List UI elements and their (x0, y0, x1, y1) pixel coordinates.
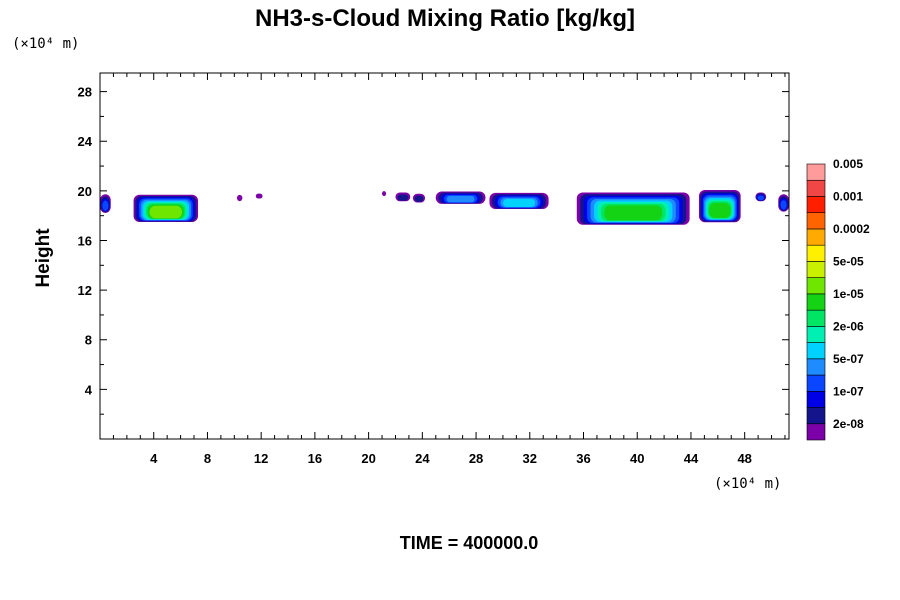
x-tick-label: 24 (415, 451, 430, 466)
colorbar-label: 1e-05 (833, 287, 864, 301)
colorbar-swatch (806, 179, 826, 197)
colorbar-swatch (806, 163, 826, 181)
cloud-shell (446, 195, 475, 203)
colorbar-swatch (806, 326, 826, 343)
colorbar-swatch (806, 244, 826, 262)
x-axis: 4 8 12 16 20 24 28 32 36 40 44 48 (112, 73, 786, 466)
colorbar-swatch (806, 261, 826, 278)
cloud-shell (757, 195, 764, 201)
y-tick-label: 8 (85, 333, 92, 348)
colorbar-swatch (806, 342, 826, 360)
cloud-shell (604, 205, 663, 221)
x-tick-label: 32 (523, 451, 537, 466)
colorbar-swatch (806, 423, 826, 441)
time-label: TIME = 400000.0 (400, 533, 539, 553)
cloud-patch (382, 191, 387, 197)
colorbar-swatch (806, 309, 826, 327)
x-tick-label: 48 (737, 451, 751, 466)
y-axis-unit: (×10⁴ m) (12, 36, 79, 52)
x-tick-label: 16 (308, 451, 322, 466)
cloud-patch (100, 194, 111, 213)
x-axis-unit: (×10⁴ m) (714, 476, 781, 492)
cloud-patch (576, 192, 690, 225)
colorbar-label: 2e-08 (833, 417, 864, 431)
cloud-patch (755, 192, 767, 202)
x-tick-label: 40 (630, 451, 644, 466)
colorbar-label: 5e-07 (833, 352, 864, 366)
y-tick-label: 24 (78, 134, 93, 149)
cloud-shell (780, 200, 787, 210)
colorbar-swatch (806, 228, 826, 246)
cloud-patch (133, 194, 199, 223)
x-tick-label: 28 (469, 451, 483, 466)
cloud-shell (102, 200, 109, 211)
colorbar: 2e-08 1e-07 5e-07 2e-06 1e-05 5e-05 0.0002 0.00… (806, 157, 870, 441)
colorbar-swatch (806, 390, 826, 408)
colorbar-swatch (806, 358, 826, 376)
y-tick-label: 12 (78, 283, 92, 298)
cloud-patch (435, 191, 486, 204)
cloud-patch (395, 192, 411, 202)
colorbar-swatch (806, 407, 826, 425)
x-tick-label: 8 (204, 451, 211, 466)
cloud-shell (236, 194, 243, 202)
cloud-patch (412, 193, 426, 203)
colorbar-swatch (806, 293, 826, 311)
colorbar-swatch (806, 212, 826, 230)
colorbar-swatch (806, 196, 826, 214)
cloud-patch (778, 194, 789, 212)
y-tick-label: 28 (78, 85, 92, 100)
cloud-shell (414, 195, 424, 202)
y-axis: 4 8 12 16 20 24 28 (78, 85, 789, 415)
colorbar-label: 0.001 (833, 189, 863, 203)
cloud-shell (503, 198, 536, 208)
cloud-shell (397, 194, 409, 201)
cloud-shell (255, 193, 263, 199)
colorbar-label: 5e-05 (833, 254, 864, 268)
cloud-field (100, 189, 789, 225)
cloud-shell (382, 191, 387, 197)
cloud-patch (699, 189, 741, 223)
y-tick-label: 4 (85, 382, 93, 397)
colorbar-swatch (806, 374, 826, 392)
cloud-shell (149, 205, 183, 219)
x-tick-label: 20 (361, 451, 375, 466)
x-tick-label: 4 (150, 451, 158, 466)
colorbar-label: 2e-06 (833, 319, 864, 333)
y-axis-label: Height (33, 228, 54, 288)
colorbar-label: 1e-07 (833, 384, 864, 398)
cloud-patch (236, 194, 243, 202)
cloud-patch (489, 192, 549, 210)
cloud-patch (255, 193, 263, 199)
plot-frame (99, 72, 790, 440)
colorbar-label: 0.0002 (833, 222, 870, 236)
colorbar-swatch (806, 277, 826, 295)
cloud-shell (709, 202, 731, 218)
x-tick-label: 12 (254, 451, 268, 466)
y-tick-label: 16 (78, 233, 92, 248)
x-tick-label: 36 (576, 451, 590, 466)
colorbar-label: 0.005 (833, 157, 863, 171)
x-tick-label: 44 (684, 451, 699, 466)
chart-title: NH3-s-Cloud Mixing Ratio [kg/kg] (255, 5, 635, 32)
y-tick-label: 20 (78, 184, 92, 199)
